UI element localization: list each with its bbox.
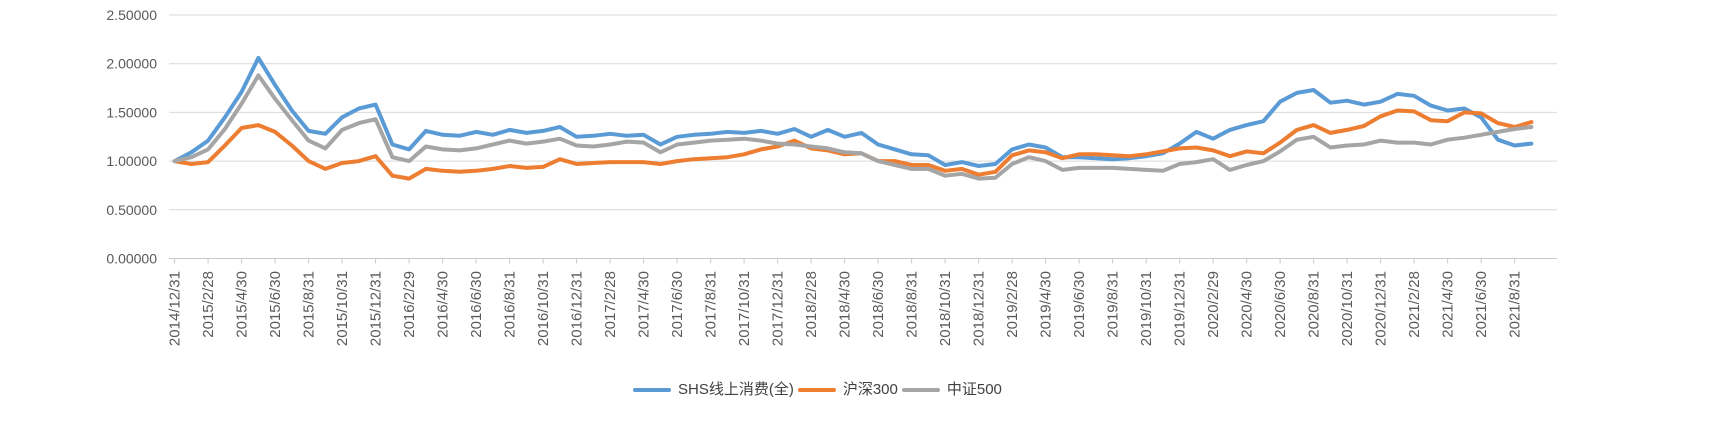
y-axis-label: 0.50000: [106, 202, 157, 218]
x-axis-label: 2019/12/31: [1171, 271, 1188, 346]
series-line-2: [172, 73, 1534, 181]
x-axis-label: 2019/2/28: [1004, 271, 1021, 338]
series-line-0: [172, 55, 1534, 168]
x-axis-label: 2019/10/31: [1138, 271, 1155, 346]
x-axis-label: 2020/10/31: [1339, 271, 1356, 346]
legend-item-0: SHS线上消费(全): [633, 380, 794, 400]
x-axis-label: 2018/8/31: [903, 271, 920, 338]
legend-line-marker: [633, 388, 671, 392]
x-axis-label: 2021/2/28: [1406, 271, 1423, 338]
x-axis-label: 2017/10/31: [736, 271, 753, 346]
x-axis-label: 2021/8/31: [1506, 271, 1523, 338]
x-axis-label: 2020/6/30: [1272, 271, 1289, 338]
x-axis-label: 2015/8/31: [300, 271, 317, 338]
legend-item-2: 中证500: [901, 380, 1002, 400]
legend-label: SHS线上消费(全): [678, 381, 794, 398]
x-axis-label: 2016/8/31: [501, 271, 518, 338]
x-axis-ticks: [174, 258, 1516, 264]
x-axis-label: 2019/8/31: [1104, 271, 1121, 338]
y-axis-labels: 0.00000 0.50000 1.00000 1.50000 2.00000 2.500…: [106, 7, 157, 267]
legend-label: 沪深300: [842, 381, 898, 398]
x-axis-label: 2018/10/31: [937, 271, 954, 346]
x-axis-label: 2016/12/31: [568, 271, 585, 346]
x-axis-labels: 2014/12/31 2015/2/28 2015/4/30 2015/6/30 201…: [166, 271, 1523, 346]
chart-legend: SHS线上消费(全) 沪深300 中证500: [633, 380, 1006, 400]
x-axis-label: 2017/6/30: [669, 271, 686, 338]
x-axis-label: 2017/2/28: [602, 271, 619, 338]
legend-label: 中证500: [946, 381, 1002, 398]
x-axis-label: 2020/2/29: [1205, 271, 1222, 338]
x-axis-label: 2019/6/30: [1071, 271, 1088, 338]
x-axis-label: 2015/6/30: [267, 271, 284, 338]
x-axis-label: 2015/2/28: [200, 271, 217, 338]
y-axis-label: 1.50000: [106, 104, 157, 120]
gridlines: [169, 14, 1557, 259]
x-axis-label: 2020/4/30: [1238, 271, 1255, 338]
x-axis-label: 2015/4/30: [233, 271, 250, 338]
x-axis-label: 2017/12/31: [769, 271, 786, 346]
x-axis-label: 2017/4/30: [635, 271, 652, 338]
x-axis-label: 2020/8/31: [1305, 271, 1322, 338]
x-axis-label: 2016/10/31: [535, 271, 552, 346]
legend-line-marker: [797, 388, 836, 392]
x-axis-label: 2020/12/31: [1372, 271, 1389, 346]
x-axis-label: 2016/4/30: [434, 271, 451, 338]
x-axis-label: 2016/2/29: [401, 271, 418, 338]
x-axis-label: 2018/2/28: [803, 271, 820, 338]
x-axis-label: 2021/4/30: [1439, 271, 1456, 338]
legend-line-marker: [901, 388, 940, 392]
y-axis-label: 0.00000: [106, 251, 157, 267]
x-axis-label: 2016/6/30: [468, 271, 485, 338]
y-axis-label: 2.50000: [106, 7, 157, 23]
x-axis-label: 2021/6/30: [1473, 271, 1490, 338]
legend-item-1: 沪深300: [797, 380, 898, 400]
x-axis-label: 2015/10/31: [334, 271, 351, 346]
x-axis-label: 2015/12/31: [367, 271, 384, 346]
x-axis-label: 2019/4/30: [1037, 271, 1054, 338]
y-axis-label: 1.00000: [106, 153, 157, 169]
y-axis-label: 2.00000: [106, 56, 157, 72]
x-axis-label: 2018/6/30: [870, 271, 887, 338]
x-axis-label: 2014/12/31: [166, 271, 183, 346]
x-axis-label: 2018/12/31: [970, 271, 987, 346]
x-axis-label: 2017/8/31: [702, 271, 719, 338]
x-axis-label: 2018/4/30: [836, 271, 853, 338]
